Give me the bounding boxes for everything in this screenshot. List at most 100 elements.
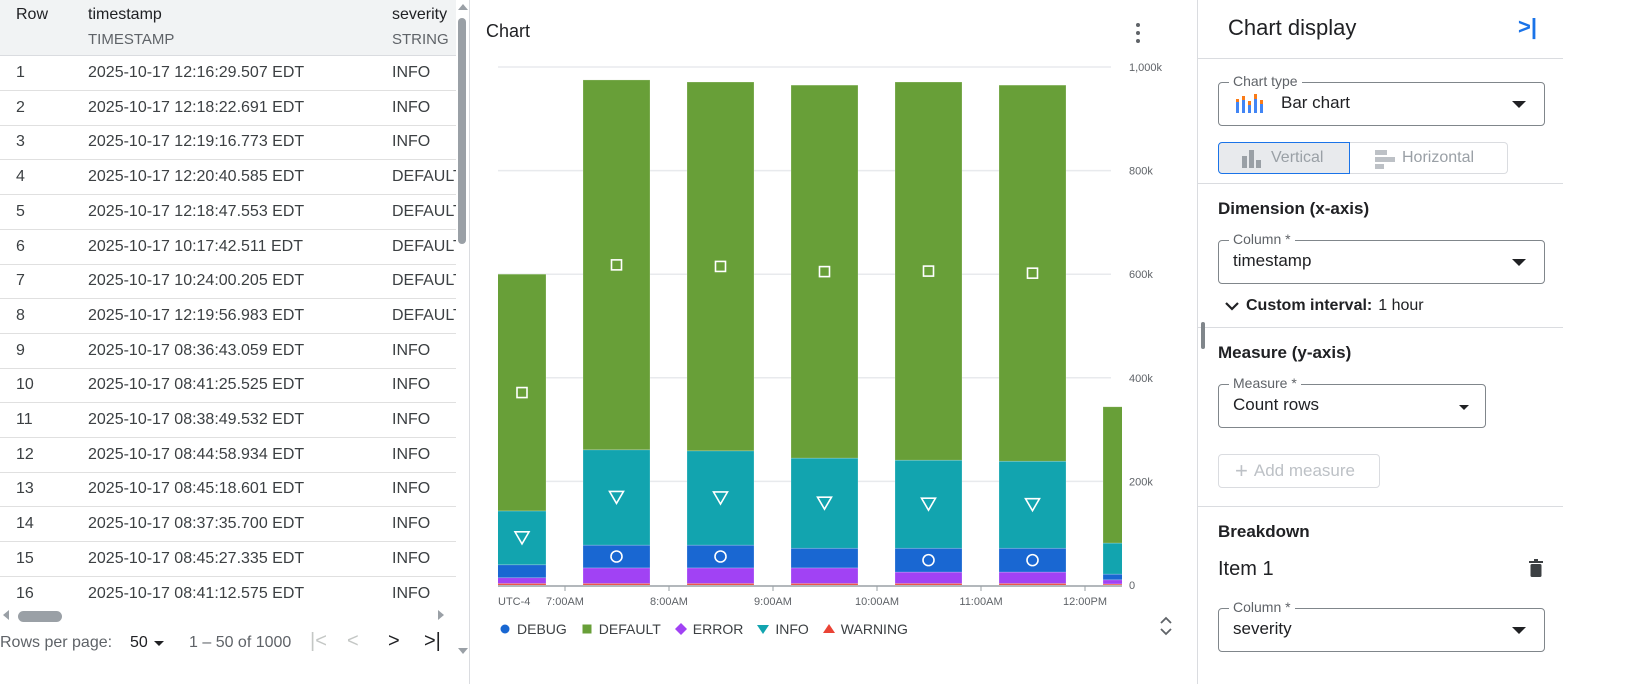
table-row[interactable]: 5 2025-10-17 12:18:47.553 EDT DEFAULT xyxy=(0,195,463,230)
chart-type-select[interactable]: Chart type Bar chart xyxy=(1218,73,1545,126)
bar-segment-error[interactable] xyxy=(894,571,963,584)
column-type-timestamp: TIMESTAMP xyxy=(88,31,175,48)
custom-interval-toggle[interactable]: Custom interval: 1 hour xyxy=(1224,297,1424,315)
table-row[interactable]: 2 2025-10-17 12:18:22.691 EDT INFO xyxy=(0,91,456,126)
bar-segment-debug[interactable] xyxy=(894,547,963,573)
bar-segment-default[interactable] xyxy=(582,79,651,451)
column-header-timestamp[interactable]: timestamp xyxy=(88,6,162,23)
severity-cell: INFO xyxy=(392,341,431,359)
bar-chart-icon xyxy=(1236,94,1263,113)
table-row[interactable]: 8 2025-10-17 12:19:56.983 EDT DEFAULT xyxy=(0,299,463,334)
scroll-down-icon[interactable] xyxy=(458,648,468,654)
column-header-severity[interactable]: severity xyxy=(392,6,448,23)
bar-segment-debug[interactable] xyxy=(998,547,1067,573)
timestamp-cell: 2025-10-17 12:18:22.691 EDT xyxy=(88,98,305,116)
dropdown-caret-icon xyxy=(1459,405,1469,410)
add-measure-button[interactable]: + Add measure xyxy=(1218,454,1380,488)
circle-icon xyxy=(500,624,510,634)
rows-per-page-select[interactable]: 50 xyxy=(130,634,164,652)
dimension-column-value: timestamp xyxy=(1233,251,1312,270)
table-row[interactable]: 12 2025-10-17 08:44:58.934 EDT INFO xyxy=(0,438,456,473)
vertical-scrollbar-thumb[interactable] xyxy=(458,18,466,244)
y-tick-label: 0 xyxy=(1129,580,1135,592)
bar-segment-info[interactable] xyxy=(790,457,859,549)
bar-segment-error[interactable] xyxy=(479,577,547,584)
horizontal-scrollbar-thumb[interactable] xyxy=(18,611,62,622)
table-row[interactable]: 1 2025-10-17 12:16:29.507 EDT INFO xyxy=(0,56,456,91)
bar-segment-debug[interactable] xyxy=(686,544,755,569)
legend-item-info[interactable]: INFO xyxy=(757,621,809,637)
table-row[interactable]: 9 2025-10-17 08:36:43.059 EDT INFO xyxy=(0,334,456,369)
marker-triangle-down xyxy=(920,497,937,512)
legend-item-error[interactable]: ERROR xyxy=(674,621,743,637)
breakdown-column-select[interactable]: Column * severity xyxy=(1218,599,1545,652)
table-row[interactable]: 3 2025-10-17 12:19:16.773 EDT INFO xyxy=(0,125,456,161)
next-page-icon[interactable]: > xyxy=(388,630,400,652)
bar-segment-default[interactable] xyxy=(479,273,547,512)
scroll-left-icon[interactable] xyxy=(3,610,9,620)
table-row[interactable]: 4 2025-10-17 12:20:40.585 EDT DEFAULT xyxy=(0,160,463,196)
legend-item-warning[interactable]: WARNING xyxy=(822,621,908,637)
scroll-up-icon[interactable] xyxy=(458,4,468,10)
table-row[interactable]: 11 2025-10-17 08:38:49.532 EDT INFO xyxy=(0,403,456,438)
table-row[interactable]: 10 2025-10-17 08:41:25.525 EDT INFO xyxy=(0,368,456,404)
row-number: 13 xyxy=(16,480,34,498)
measure-value: Count rows xyxy=(1233,395,1319,414)
row-number: 4 xyxy=(16,168,25,186)
bar-segment-default[interactable] xyxy=(686,81,755,452)
dimension-column-select[interactable]: Column * timestamp xyxy=(1218,231,1545,284)
legend-item-debug[interactable]: DEBUG xyxy=(499,621,567,637)
bar-segment-default[interactable] xyxy=(1102,406,1170,544)
bar-segment-error[interactable] xyxy=(686,567,755,584)
bar-segment-default[interactable] xyxy=(894,81,963,461)
table-row[interactable]: 14 2025-10-17 08:37:35.700 EDT INFO xyxy=(0,507,456,543)
bar-segment-default[interactable] xyxy=(790,84,859,459)
last-page-icon[interactable]: >| xyxy=(424,630,441,652)
legend-item-default[interactable]: DEFAULT xyxy=(581,621,661,637)
horizontal-scrollbar[interactable] xyxy=(0,604,456,628)
table-row[interactable]: 15 2025-10-17 08:45:27.335 EDT INFO xyxy=(0,542,456,577)
bar-segment-error[interactable] xyxy=(998,571,1067,584)
first-page-icon[interactable]: |< xyxy=(310,630,327,652)
measure-select[interactable]: Measure * Count rows xyxy=(1218,375,1486,428)
bar-segment-warning[interactable] xyxy=(1102,583,1170,586)
timestamp-cell: 2025-10-17 08:41:12.575 EDT xyxy=(88,584,305,602)
orientation-horizontal-button[interactable]: Horizontal xyxy=(1350,142,1508,174)
panel-scrollbar[interactable] xyxy=(1563,0,1628,684)
scroll-right-icon[interactable] xyxy=(438,610,444,620)
table-row[interactable]: 13 2025-10-17 08:45:18.601 EDT INFO xyxy=(0,472,456,508)
more-options-icon[interactable] xyxy=(1135,22,1141,44)
marker-triangle-down xyxy=(816,496,833,511)
marker-circle xyxy=(714,550,727,563)
marker-circle xyxy=(922,553,935,567)
bar-segment-error[interactable] xyxy=(790,567,859,584)
bar-segment-debug[interactable] xyxy=(790,547,859,569)
bar-segment-info[interactable] xyxy=(1102,542,1170,575)
bar-segment-info[interactable] xyxy=(479,510,547,566)
bar-segment-info[interactable] xyxy=(582,449,651,546)
dimension-title: Dimension (x-axis) xyxy=(1218,199,1370,218)
delete-icon[interactable] xyxy=(1529,559,1543,577)
bar-segment-info[interactable] xyxy=(894,459,963,549)
bar-segment-error[interactable] xyxy=(582,567,651,584)
bar-segment-info[interactable] xyxy=(686,450,755,546)
timestamp-cell: 2025-10-17 08:41:25.525 EDT xyxy=(88,376,305,394)
bar-segment-info[interactable] xyxy=(998,460,1067,549)
table-row[interactable]: 6 2025-10-17 10:17:42.511 EDT DEFAULT xyxy=(0,230,463,265)
collapse-panel-icon[interactable]: >| xyxy=(1518,14,1538,39)
bar-segment-debug[interactable] xyxy=(582,544,651,569)
row-number: 5 xyxy=(16,202,25,220)
bar-segment-error[interactable] xyxy=(1102,579,1170,585)
bar-segment-debug[interactable] xyxy=(1102,573,1170,581)
previous-page-icon[interactable]: < xyxy=(347,630,359,652)
column-header-row[interactable]: Row xyxy=(16,6,49,23)
bar-segment-debug[interactable] xyxy=(479,564,547,579)
severity-cell: INFO xyxy=(392,133,431,151)
x-tick-label: 10:00AM xyxy=(855,596,899,608)
panel-resize-handle[interactable] xyxy=(1201,322,1205,349)
orientation-vertical-button[interactable]: Vertical xyxy=(1218,142,1350,174)
table-row[interactable]: 7 2025-10-17 10:24:00.205 EDT DEFAULT xyxy=(0,264,463,300)
expand-collapse-icon[interactable] xyxy=(1159,616,1173,636)
row-number: 16 xyxy=(16,584,34,602)
bar-segment-default[interactable] xyxy=(998,84,1067,462)
